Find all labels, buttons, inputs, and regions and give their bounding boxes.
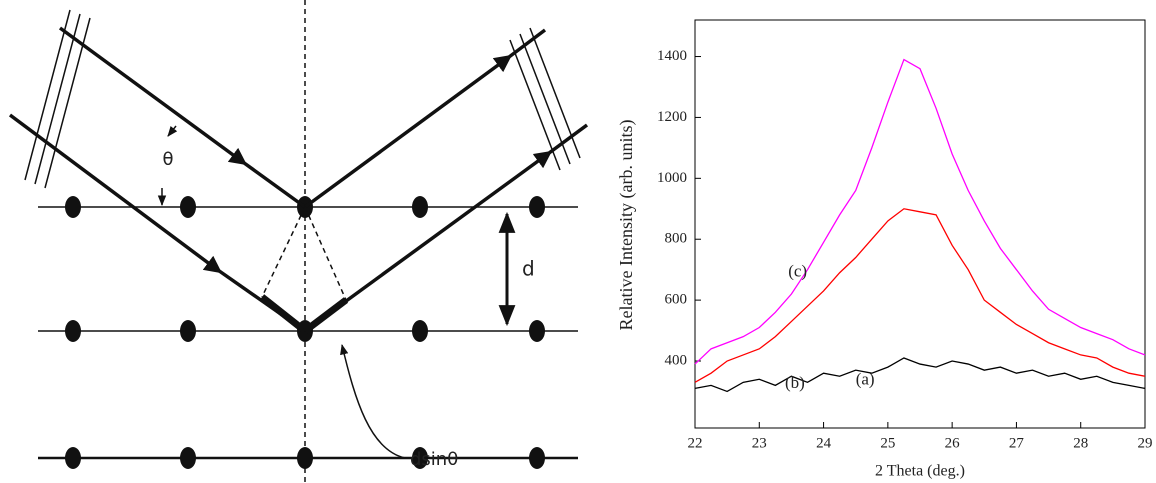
y-tick-label: 800 <box>665 231 688 247</box>
path-difference <box>259 294 308 334</box>
x-tick-label: 25 <box>880 435 895 451</box>
reflected-ray <box>543 123 589 158</box>
x-tick-label: 23 <box>752 435 767 451</box>
y-axis-label: Relative Intensity (arb. units) <box>616 120 637 331</box>
spacing-label: d <box>522 257 535 281</box>
reflected-ray <box>303 54 513 209</box>
bragg-diagram: θ d dsinθ <box>8 0 589 483</box>
atoms <box>65 196 545 469</box>
data-line <box>694 208 1146 383</box>
path-difference <box>302 297 349 334</box>
incident-ray <box>8 113 223 274</box>
y-tick-label: 1400 <box>657 48 687 64</box>
incident-ray <box>238 158 307 209</box>
series-label: (a) <box>856 370 875 389</box>
x-axis-label: 2 Theta (deg.) <box>875 463 965 480</box>
xrd-chart: 2 Theta (deg.) Relative Intensity (arb. … <box>616 19 1153 480</box>
callout-arrow <box>340 343 406 459</box>
plot-frame <box>694 19 1146 429</box>
data-line <box>694 357 1146 393</box>
construction-line <box>304 206 347 301</box>
series-label: (c) <box>788 262 807 281</box>
x-tick-label: 24 <box>816 435 832 451</box>
path-label: dsinθ <box>410 449 458 470</box>
y-tick-label: 400 <box>665 352 688 368</box>
x-tick-label: 26 <box>945 435 961 451</box>
x-tick-label: 28 <box>1073 435 1088 451</box>
series-label: (b) <box>785 373 805 392</box>
y-tick-label: 1000 <box>657 170 687 186</box>
data-line <box>694 58 1146 365</box>
incident-ray <box>58 26 248 166</box>
wavefront <box>24 9 581 189</box>
construction-line <box>261 206 306 298</box>
x-tick-label: 29 <box>1138 435 1153 451</box>
x-tick-label: 27 <box>1009 435 1025 451</box>
x-tick-label: 22 <box>688 435 703 451</box>
y-tick-label: 1200 <box>657 109 687 125</box>
angle-label: θ <box>162 149 173 170</box>
y-tick-label: 600 <box>665 292 688 308</box>
angle-arrow <box>167 125 178 137</box>
